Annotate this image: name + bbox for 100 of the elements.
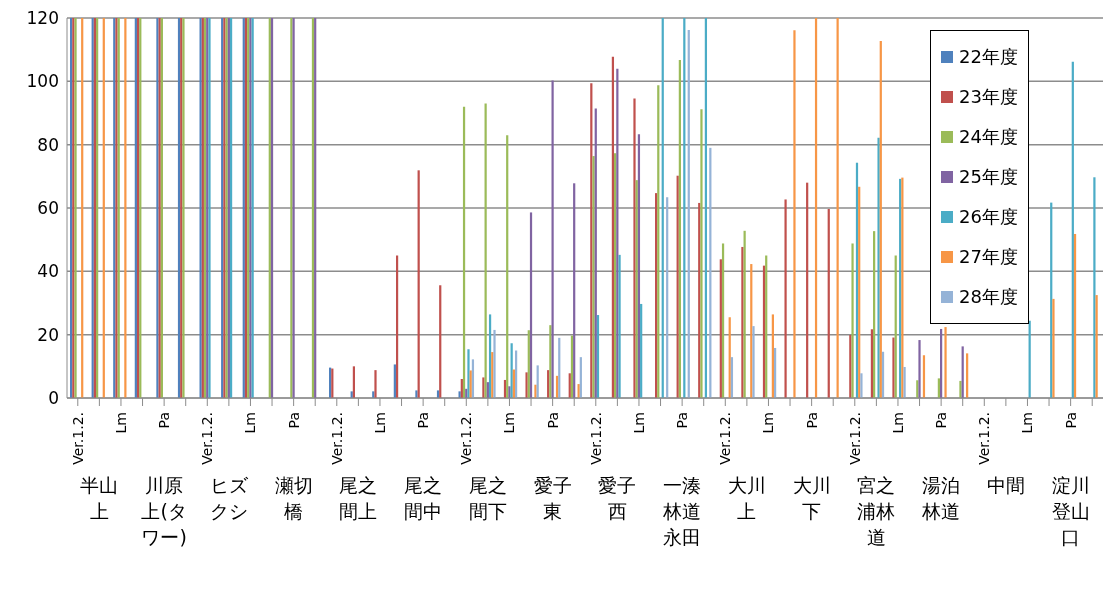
x-tick-label: Lm: [630, 412, 647, 434]
legend-label: 26年度: [959, 205, 1018, 229]
bar: [873, 231, 876, 398]
x-tick-label: Ver.1.2.: [328, 412, 345, 465]
bar: [836, 18, 839, 398]
bar: [903, 366, 906, 398]
bar: [814, 18, 818, 398]
bar: [698, 202, 701, 398]
text: 瀬切橋: [273, 473, 314, 524]
text: 一湊林道永田: [662, 473, 703, 550]
bar: [415, 390, 418, 398]
x-tick-label: Ver.1.2.: [717, 412, 734, 465]
y-tick-label: 120: [26, 8, 59, 29]
legend-label: 25年度: [959, 165, 1018, 189]
bar: [700, 109, 703, 398]
bar: [1052, 298, 1055, 398]
bar: [417, 170, 420, 398]
x-tick-label: Pa: [415, 412, 432, 429]
x-tick-label: Lm: [760, 412, 777, 434]
text: 川原上(タワー): [141, 473, 188, 550]
text: 尾之間中: [403, 473, 444, 524]
text: 愛子西: [597, 473, 638, 524]
text: 宮之浦林道: [856, 473, 897, 550]
x-tick-label: Pa: [674, 412, 691, 429]
text: 湯泊林道: [921, 473, 962, 524]
bar: [573, 183, 576, 398]
bar: [806, 182, 809, 398]
legend-label: 23年度: [959, 85, 1018, 109]
bar: [752, 326, 755, 398]
x-tick-label: Lm: [501, 412, 518, 434]
bar: [637, 134, 641, 398]
bar: [614, 153, 617, 398]
x-tick-label: Lm: [242, 412, 259, 434]
bar: [661, 18, 664, 398]
bar: [719, 259, 722, 398]
bar: [1071, 61, 1074, 398]
x-tick-label: Ver.1.2.: [846, 412, 863, 465]
bar: [709, 147, 712, 398]
x-tick-label: Pa: [156, 412, 173, 429]
bar: [124, 18, 127, 398]
text: ヒズクシ: [208, 473, 249, 524]
bar: [618, 254, 621, 398]
bar: [81, 18, 84, 398]
x-tick-label: Ver.1.2.: [976, 412, 993, 465]
bar: [654, 193, 658, 398]
bar: [855, 162, 859, 398]
x-tick-label: Lm: [371, 412, 388, 434]
bar: [687, 30, 690, 398]
bar: [944, 327, 947, 398]
bar: [594, 108, 597, 398]
bar: [590, 83, 593, 398]
bar: [877, 137, 880, 398]
y-tick-label: 100: [26, 71, 59, 92]
x-tick-label: Pa: [803, 412, 820, 429]
x-tick-label: Pa: [285, 412, 302, 429]
bar: [635, 180, 638, 398]
legend-label: 27年度: [959, 245, 1018, 269]
bar: [462, 106, 466, 398]
x-tick-label: Ver.1.2.: [69, 412, 86, 465]
bar: [633, 98, 636, 398]
bar: [678, 60, 681, 398]
bar: [892, 337, 895, 398]
bar: [1073, 233, 1077, 398]
bar: [959, 380, 962, 398]
bar: [721, 243, 725, 398]
bar: [525, 372, 528, 398]
bar: [851, 243, 854, 398]
bar: [784, 199, 787, 398]
text: 尾之間下: [467, 473, 508, 524]
y-tick-label: 0: [48, 388, 59, 409]
bar: [611, 56, 615, 398]
x-tick-label: Pa: [1062, 412, 1079, 429]
bar: [551, 80, 554, 398]
bar: [827, 208, 830, 398]
x-tick-label: Lm: [1019, 412, 1036, 434]
x-tick-label: Ver.1.2.: [458, 412, 475, 465]
text: 尾之間上: [338, 473, 379, 524]
y-tick-label: 80: [37, 134, 59, 155]
y-tick-label: 20: [37, 324, 59, 345]
bar: [374, 370, 377, 398]
bar: [529, 212, 533, 398]
text: 半山上: [79, 473, 120, 524]
legend-label: 22年度: [959, 45, 1018, 69]
text: 大川下: [791, 473, 832, 524]
text: 愛子東: [532, 473, 573, 524]
bar: [534, 384, 537, 398]
text: 中間: [985, 473, 1026, 498]
bar: [493, 329, 496, 398]
bar: [879, 41, 882, 398]
bar: [102, 18, 105, 398]
bar: [482, 377, 485, 398]
x-tick-label: Pa: [933, 412, 950, 429]
bar: [666, 197, 669, 398]
legend-label: 28年度: [959, 285, 1018, 309]
bar: [616, 68, 619, 398]
bar: [467, 349, 470, 398]
x-tick-label: Lm: [112, 412, 129, 434]
x-tick-label: Pa: [544, 412, 561, 429]
bar: [1093, 177, 1096, 398]
bar: [741, 246, 744, 398]
